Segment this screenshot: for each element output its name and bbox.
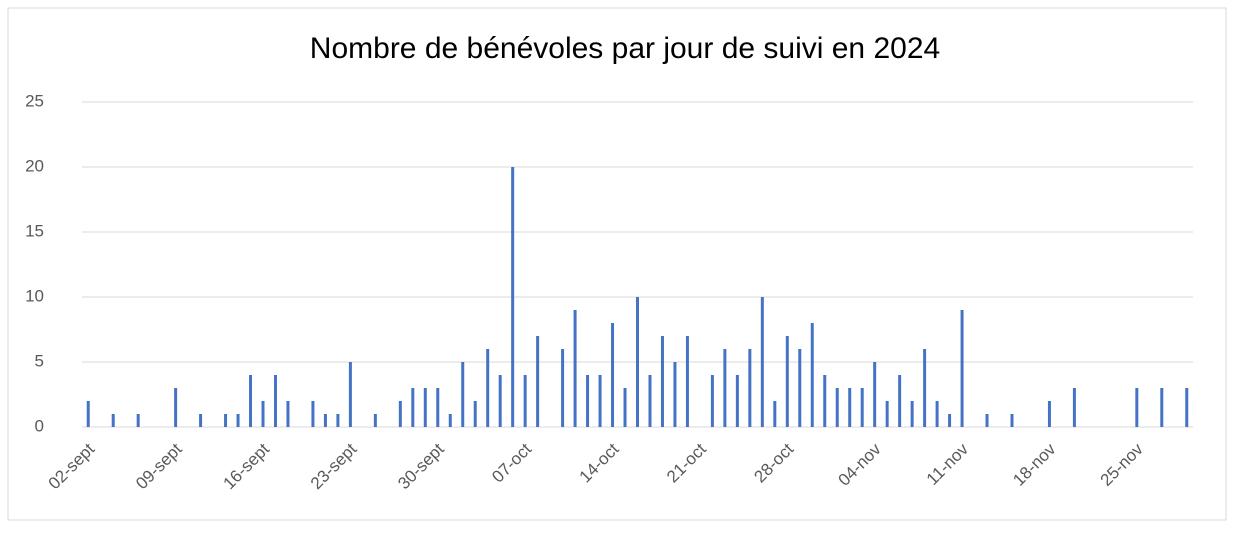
bar — [136, 414, 140, 427]
bar — [1135, 388, 1139, 427]
bar — [885, 401, 889, 427]
bar — [174, 388, 178, 427]
bar — [723, 349, 727, 427]
bar — [536, 336, 540, 427]
bar — [748, 349, 752, 427]
bar — [798, 349, 802, 427]
bar — [236, 414, 240, 427]
chart-title: Nombre de bénévoles par jour de suivi en… — [310, 32, 940, 65]
bar — [810, 323, 814, 427]
y-tick-label: 25 — [25, 91, 44, 110]
bar — [835, 388, 839, 427]
bar — [199, 414, 203, 427]
bar — [636, 297, 639, 427]
bar — [760, 297, 764, 427]
bar — [948, 414, 952, 427]
y-tick-label: 0 — [35, 416, 44, 435]
y-tick-label: 15 — [25, 221, 44, 240]
bar — [1010, 414, 1014, 427]
bar — [348, 362, 352, 427]
bar — [398, 401, 402, 427]
bar — [1072, 388, 1076, 427]
bar — [224, 414, 228, 427]
bar — [848, 388, 852, 427]
bar — [710, 375, 714, 427]
bar — [611, 323, 615, 427]
bar — [586, 375, 590, 427]
bar — [735, 375, 739, 427]
bar — [673, 362, 677, 427]
bar — [261, 401, 265, 427]
y-tick-label: 10 — [25, 286, 44, 305]
bar — [648, 375, 652, 427]
bar — [523, 375, 527, 427]
bar — [498, 375, 502, 427]
bar — [985, 414, 989, 427]
bar — [623, 388, 627, 427]
bar — [898, 375, 902, 427]
bar — [461, 362, 465, 427]
bar — [910, 401, 914, 427]
bar — [1160, 388, 1164, 427]
chart-border — [7, 7, 1227, 521]
bar — [1185, 388, 1189, 427]
bar — [823, 375, 827, 427]
bar — [1047, 401, 1051, 427]
bar — [561, 349, 565, 427]
bar — [423, 388, 427, 427]
bar — [486, 349, 490, 427]
bar — [273, 375, 277, 427]
bar — [935, 401, 939, 427]
bar — [660, 336, 664, 427]
bar — [685, 336, 689, 427]
bar — [86, 401, 90, 427]
bar — [511, 167, 515, 427]
bar — [373, 414, 377, 427]
bar — [860, 388, 864, 427]
y-tick-label: 5 — [35, 351, 44, 370]
bar — [411, 388, 415, 427]
bar — [473, 401, 477, 427]
bar — [311, 401, 315, 427]
bar — [286, 401, 290, 427]
bar — [873, 362, 877, 427]
bar — [336, 414, 340, 427]
bar — [785, 336, 789, 427]
bar — [598, 375, 602, 427]
bar — [323, 414, 327, 427]
bar — [436, 388, 440, 427]
bar — [573, 310, 577, 427]
bar — [773, 401, 777, 427]
bar — [249, 375, 253, 427]
bar — [448, 414, 452, 427]
bar — [960, 310, 964, 427]
bar — [923, 349, 927, 427]
bar — [111, 414, 115, 427]
y-tick-label: 20 — [25, 156, 44, 175]
